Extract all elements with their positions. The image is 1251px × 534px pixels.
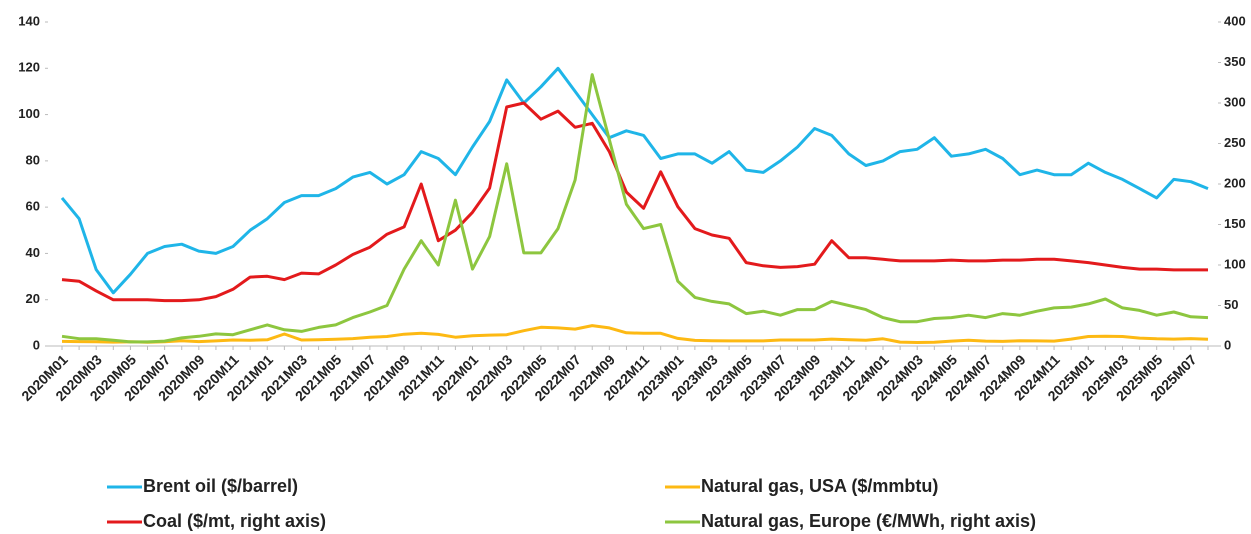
y-tick-label: 40 [26, 245, 40, 260]
legend-label: Coal ($/mt, right axis) [143, 511, 326, 531]
y-tick-label: 140 [18, 13, 40, 28]
y2-tick-label: 200 [1224, 175, 1246, 190]
y-tick-label: 100 [18, 106, 40, 121]
legend-label: Natural gas, USA ($/mmbtu) [701, 476, 938, 496]
y-tick-label: 60 [26, 199, 40, 214]
y2-tick-label: 50 [1224, 297, 1238, 312]
y-tick-label: 0 [33, 337, 40, 352]
y-tick-label: 80 [26, 152, 40, 167]
series-line [61, 101, 1208, 303]
y-tick-label: 120 [18, 60, 40, 75]
y2-tick-label: 300 [1224, 94, 1246, 109]
series-line [61, 73, 1209, 344]
y2-tick-label: 250 [1224, 135, 1246, 150]
series-line [60, 66, 1209, 295]
legend-label: Brent oil ($/barrel) [143, 476, 298, 496]
y2-tick-label: 100 [1224, 256, 1246, 271]
y2-tick-label: 350 [1224, 54, 1246, 69]
legend-label: Natural gas, Europe (€/MWh, right axis) [701, 511, 1036, 531]
y2-tick-label: 400 [1224, 13, 1246, 28]
y2-tick-label: 0 [1224, 337, 1231, 352]
y-tick-label: 20 [26, 291, 40, 306]
series-line [61, 324, 1209, 344]
y2-tick-label: 150 [1224, 216, 1246, 231]
